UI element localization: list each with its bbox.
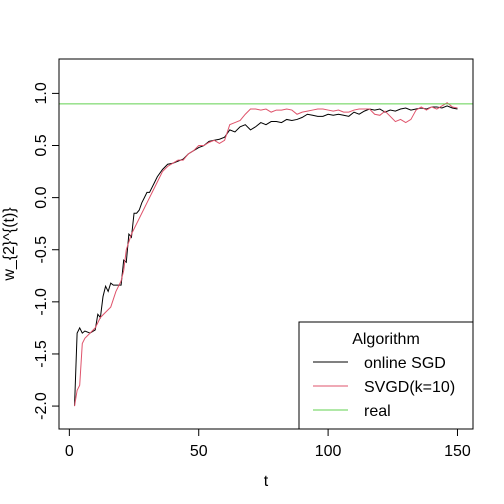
- legend-label-2: real: [364, 403, 391, 420]
- legend-label-1: SVGD(k=10): [364, 379, 455, 396]
- x-tick-label: 150: [444, 443, 471, 460]
- y-tick-label: 1.0: [33, 82, 50, 104]
- legend-title: Algorithm: [352, 331, 420, 348]
- x-tick-label: 50: [190, 443, 208, 460]
- x-tick-label: 100: [315, 443, 342, 460]
- legend: Algorithm online SGD SVGD(k=10) real: [298, 321, 474, 430]
- y-tick-label: -1.5: [33, 340, 50, 368]
- legend-items: online SGD SVGD(k=10) real: [313, 355, 455, 420]
- y-tick-label: 0.5: [33, 134, 50, 156]
- y-tick-label: -0.5: [33, 236, 50, 264]
- y-tick-label: -1.0: [33, 288, 50, 316]
- plot-frame: [58, 58, 474, 430]
- y-tick-label: -2.0: [33, 392, 50, 420]
- x-axis: 0 50 100 150: [65, 429, 471, 460]
- series-layer: [59, 102, 473, 407]
- y-axis-title: w_{2}^{(t)}: [1, 207, 18, 282]
- x-axis-title: t: [264, 473, 269, 490]
- y-tick-label: 0.0: [33, 186, 50, 208]
- y-axis: -2.0 -1.5 -1.0 -0.5 0.0 0.5 1.0: [33, 82, 59, 420]
- legend-label-0: online SGD: [364, 355, 446, 372]
- series-line-1: [74, 102, 458, 407]
- x-tick-label: 0: [65, 443, 74, 460]
- legend-box: [298, 321, 474, 430]
